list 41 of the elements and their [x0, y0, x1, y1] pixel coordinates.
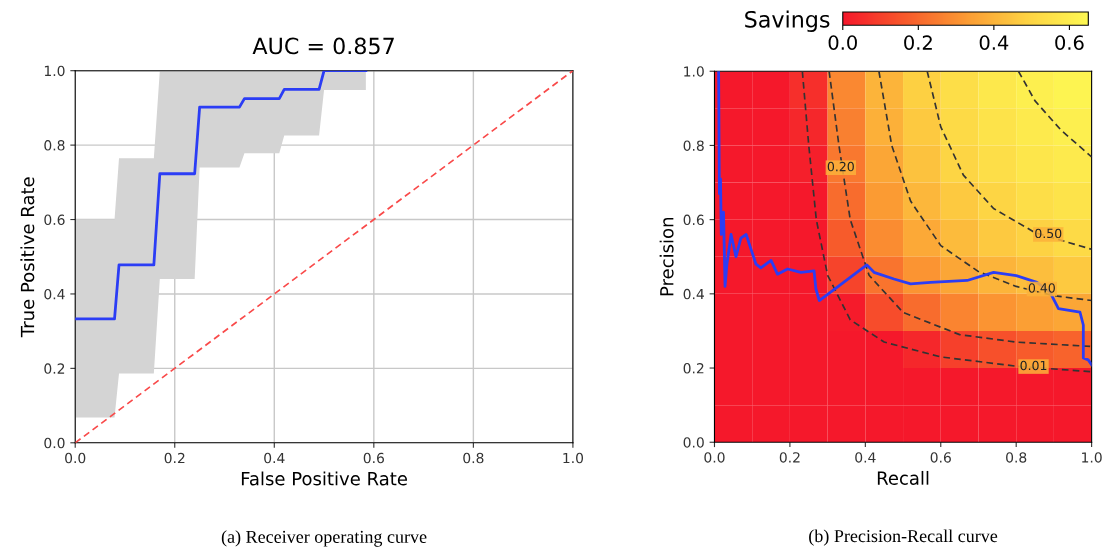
x-tick-label: 0.2 [779, 452, 800, 463]
y-tick-label: 0.8 [44, 140, 65, 151]
x-tick-label: 0.0 [704, 452, 725, 463]
x-axis-title: Recall [877, 470, 929, 485]
annotation: 0.40 [1028, 283, 1055, 293]
y-tick-label: 0.2 [44, 363, 65, 374]
y-tick-label: 0.8 [683, 140, 704, 151]
chart-title: AUC = 0.857 [252, 37, 394, 55]
x-tick-label: 0.6 [930, 452, 951, 463]
y-tick-label: 1.0 [684, 66, 704, 77]
y-tick-label: 1.0 [44, 65, 65, 77]
color-bar-label: 0.2 [904, 35, 932, 50]
line-series [75, 70, 368, 321]
color-bar-label: 0.6 [1055, 35, 1084, 50]
y-axis-title: True Positive Rate [20, 177, 35, 338]
x-axis-title: False Positive Rate [241, 471, 407, 486]
x-tick-label: 1.0 [1082, 452, 1102, 463]
x-tick-label: 0.2 [164, 452, 185, 464]
annotation: 0.01 [1020, 360, 1047, 371]
y-tick-label: 0.6 [683, 214, 704, 226]
y-tick-label: 0.6 [44, 214, 65, 225]
y-tick-label: 0.2 [683, 363, 704, 374]
y-tick-label: 0.0 [683, 437, 704, 448]
annotation: 0.20 [827, 161, 854, 172]
x-tick-label: 0.0 [65, 452, 86, 464]
y-tick-label: 0.4 [683, 288, 704, 300]
x-tick-label: 0.6 [363, 452, 384, 464]
text: (b) Precision-Recall curve [809, 529, 998, 546]
y-axis-title: Precision [659, 217, 674, 296]
text: (a) Receiver operating curve [221, 530, 427, 547]
color-bar-label: 0.4 [979, 35, 1009, 50]
x-tick-label: 0.4 [264, 452, 285, 464]
x-tick-label: 0.4 [855, 452, 876, 463]
x-tick-label: 0.8 [463, 452, 484, 464]
y-tick-label: 0.4 [44, 288, 65, 300]
x-tick-label: 1.0 [563, 452, 584, 464]
color-bar-label: 0.0 [828, 35, 857, 50]
x-tick-label: 0.8 [1006, 452, 1027, 463]
y-tick-label: 0.0 [44, 437, 65, 449]
annotation: 0.50 [1035, 228, 1062, 239]
color-bar-title: Savings [745, 10, 830, 33]
